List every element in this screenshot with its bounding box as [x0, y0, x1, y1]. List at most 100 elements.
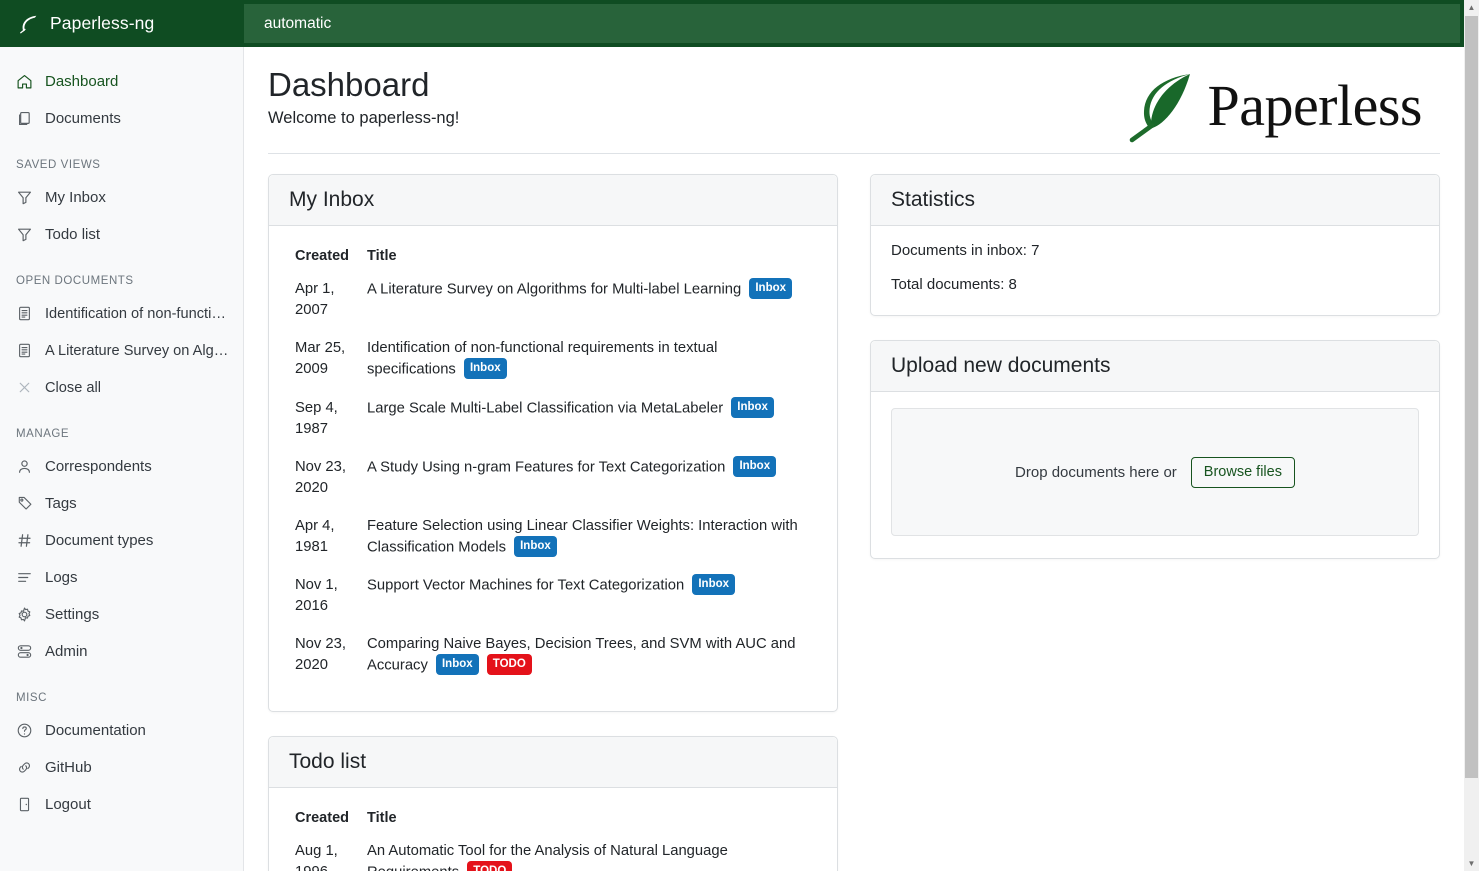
sidebar-item-open-document-2[interactable]: A Literature Survey on Algori...	[0, 332, 243, 369]
sidebar-item-my-inbox[interactable]: My Inbox	[0, 179, 243, 216]
document-title-link[interactable]: A Literature Survey on Algorithms for Mu…	[367, 281, 742, 298]
topbar-right: automatic	[244, 0, 1464, 47]
sidebar-item-label: Admin	[45, 643, 88, 660]
column-header-title: Title	[367, 248, 397, 264]
table-body: Apr 1, 2007 A Literature Survey on Algori…	[289, 274, 817, 689]
tag-badge-inbox[interactable]: Inbox	[463, 358, 507, 380]
document-title-link[interactable]: Comparing Naive Bayes, Decision Trees, a…	[367, 636, 796, 674]
table-row[interactable]: Nov 1, 2016 Support Vector Machines for T…	[289, 570, 817, 629]
inbox-table: Created Title Apr 1, 2007 A Literature Su…	[289, 242, 817, 689]
tags-icon	[16, 495, 33, 512]
card-title: My Inbox	[289, 188, 375, 211]
sidebar-item-logout[interactable]: Logout	[0, 786, 243, 823]
document-title-link[interactable]: A Study Using n-gram Features for Text C…	[367, 459, 726, 476]
card-body: Drop documents here or Browse files	[871, 392, 1439, 558]
sidebar-item-admin[interactable]: Admin	[0, 633, 243, 670]
sidebar-item-settings[interactable]: Settings	[0, 596, 243, 633]
sidebar-item-github[interactable]: GitHub	[0, 749, 243, 786]
tag-badge-inbox[interactable]: Inbox	[692, 574, 736, 596]
sidebar-item-logs[interactable]: Logs	[0, 559, 243, 596]
tag-badge-todo[interactable]: TODO	[486, 654, 532, 676]
brand[interactable]: Paperless-ng	[0, 0, 244, 47]
cell-created: Aug 1, 1996	[295, 842, 338, 871]
page-scrollbar[interactable]: ▲ ▼	[1464, 0, 1479, 871]
dashboard-grid: My Inbox Created Title Apr 1, 2007 A Lite…	[268, 154, 1440, 871]
table-row[interactable]: Sep 4, 1987 Large Scale Multi-Label Class…	[289, 393, 817, 452]
document-title-link[interactable]: Feature Selection using Linear Classifie…	[367, 517, 798, 556]
table-row[interactable]: Apr 4, 1981 Feature Selection using Linea…	[289, 511, 817, 571]
door-icon	[16, 796, 33, 813]
sidebar-item-documentation[interactable]: Documentation	[0, 712, 243, 749]
table-row[interactable]: Aug 1, 1996 An Automatic Tool for the Ana…	[289, 836, 817, 871]
stat-total-documents: Total documents: 8	[891, 276, 1017, 293]
column-header-created: Created	[295, 809, 349, 826]
page-header: Dashboard Welcome to paperless-ng! Paper…	[268, 65, 1440, 154]
cell-created: Sep 4, 1987	[295, 399, 338, 437]
sidebar-item-open-document-1[interactable]: Identification of non-functio...	[0, 295, 243, 332]
scroll-down-arrow-icon[interactable]: ▼	[1467, 858, 1476, 868]
table-row[interactable]: Apr 1, 2007 A Literature Survey on Algori…	[289, 274, 817, 333]
cell-title: Comparing Naive Bayes, Decision Trees, a…	[361, 629, 817, 689]
table-row[interactable]: Nov 23, 2020 Comparing Naive Bayes, Decis…	[289, 629, 817, 689]
tag-badge-inbox[interactable]: Inbox	[749, 278, 793, 300]
card-header: Upload new documents	[871, 341, 1439, 392]
tag-badge-inbox[interactable]: Inbox	[731, 396, 774, 418]
table-row[interactable]: Nov 23, 2020 A Study Using n-gram Feature…	[289, 452, 817, 511]
sidebar-item-document-types[interactable]: Document types	[0, 522, 243, 559]
card-header: Todo list	[269, 736, 837, 788]
upload-card: Upload new documents Drop documents here…	[870, 340, 1440, 559]
sidebar-primary-group: Dashboard Documents	[0, 63, 243, 137]
page-subtitle: Welcome to paperless-ng!	[268, 109, 460, 128]
sidebar-item-todo-list[interactable]: Todo list	[0, 216, 243, 253]
table-row[interactable]: Mar 25, 2009 Identification of non-functi…	[289, 333, 817, 393]
sidebar-item-dashboard[interactable]: Dashboard	[0, 63, 243, 100]
document-title-link[interactable]: Support Vector Machines for Text Categor…	[367, 577, 685, 594]
close-icon	[16, 379, 33, 396]
todo-list-card: Todo list Created Title Aug 1, 1996 An Au…	[268, 735, 838, 871]
file-dropzone[interactable]: Drop documents here or Browse files	[891, 408, 1419, 536]
cell-created: Apr 4, 1981	[295, 517, 335, 555]
cell-created: Mar 25, 2009	[295, 340, 346, 377]
card-body: Created Title Apr 1, 2007 A Literature Su…	[269, 226, 837, 711]
sidebar-item-close-all[interactable]: Close all	[0, 369, 243, 406]
tag-badge-todo[interactable]: TODO	[467, 860, 513, 871]
sidebar-item-documents[interactable]: Documents	[0, 100, 243, 137]
sidebar-section-manage-title: MANAGE	[16, 428, 70, 440]
browse-files-button[interactable]: Browse files	[1190, 456, 1295, 488]
table-body: Aug 1, 1996 An Automatic Tool for the Ana…	[289, 836, 817, 871]
file-text-icon	[16, 305, 33, 322]
document-title-link[interactable]: An Automatic Tool for the Analysis of Na…	[367, 842, 728, 871]
document-title-link[interactable]: Identification of non-functional require…	[367, 340, 718, 378]
scroll-up-arrow-icon[interactable]: ▲	[1467, 2, 1476, 12]
funnel-icon	[16, 226, 33, 243]
sidebar-item-label: A Literature Survey on Algori...	[45, 342, 229, 359]
card-title: Todo list	[289, 749, 367, 773]
cell-title: An Automatic Tool for the Analysis of Na…	[361, 836, 817, 871]
top-navbar: Paperless-ng automatic	[0, 0, 1464, 47]
tag-badge-inbox[interactable]: Inbox	[435, 654, 479, 676]
my-inbox-card: My Inbox Created Title Apr 1, 2007 A Lite…	[268, 174, 838, 712]
card-body: Documents in inbox: 7 Total documents: 8	[871, 226, 1439, 315]
cell-title: Support Vector Machines for Text Categor…	[361, 570, 817, 629]
card-body: Created Title Aug 1, 1996 An Automatic To…	[269, 788, 837, 871]
sidebar-item-correspondents[interactable]: Correspondents	[0, 448, 243, 485]
document-title-link[interactable]: Large Scale Multi-Label Classification v…	[367, 400, 724, 417]
sidebar-item-label: GitHub	[45, 759, 92, 776]
tag-badge-inbox[interactable]: Inbox	[514, 535, 557, 557]
tag-badge-inbox[interactable]: Inbox	[733, 455, 777, 477]
card-title: Upload new documents	[891, 354, 1111, 377]
funnel-icon	[16, 189, 33, 206]
person-icon	[16, 458, 33, 475]
sidebar-item-tags[interactable]: Tags	[0, 485, 243, 522]
table-head: Created Title	[289, 804, 817, 836]
sidebar-item-label: Logs	[45, 569, 78, 586]
sidebar-item-label: Todo list	[45, 226, 101, 243]
right-column: Statistics Documents in inbox: 7 Total d…	[870, 174, 1440, 871]
automatic-panel[interactable]: automatic	[244, 4, 1460, 43]
table-header-row: Created Title	[289, 242, 817, 274]
leaf-icon	[18, 13, 40, 35]
file-text-icon	[16, 342, 33, 359]
scrollbar-thumb[interactable]	[1465, 16, 1478, 778]
column-header-created: Created	[295, 248, 349, 264]
